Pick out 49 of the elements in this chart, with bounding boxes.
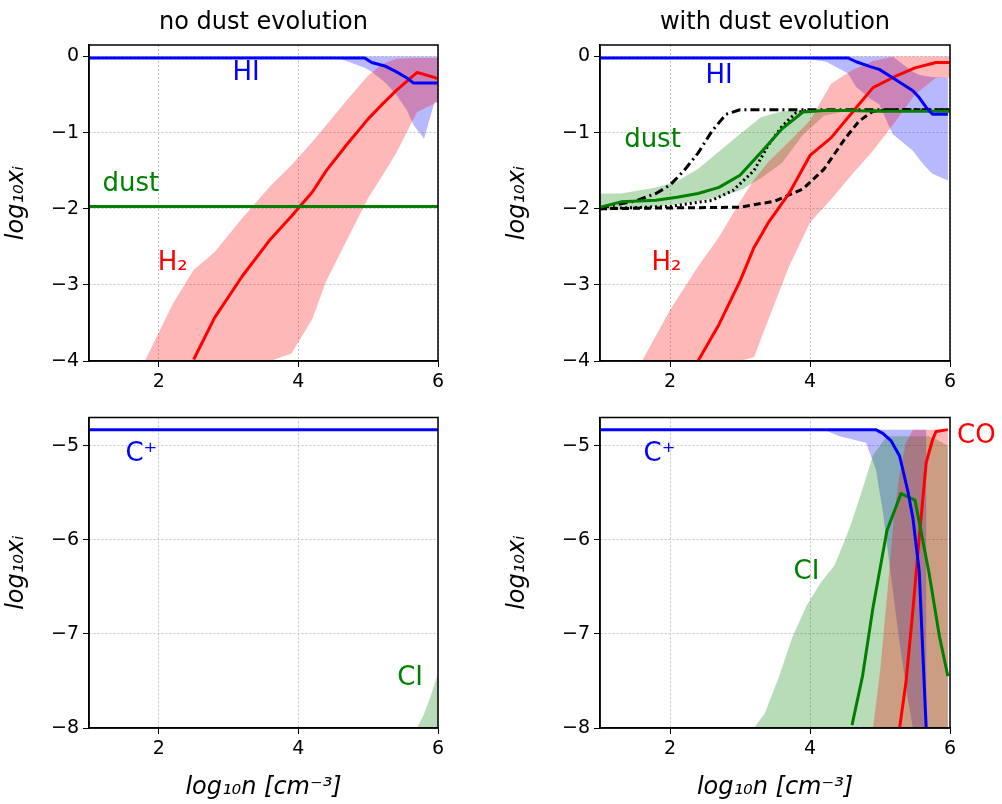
x-tick-label: 2: [663, 369, 677, 392]
x-tick-label: 4: [292, 369, 305, 392]
y-axis-title: log₁₀xᵢ: [0, 165, 29, 241]
series-label: C⁺: [125, 437, 158, 468]
text: CI: [793, 555, 820, 586]
y-tick-label: −8: [561, 714, 590, 737]
x-tick-label: 2: [663, 736, 677, 759]
y-axis-title: log₁₀xᵢ: [0, 535, 29, 610]
x-tick-label: 2: [152, 369, 165, 392]
y-tick-label: −7: [561, 620, 590, 643]
x-tick-label: 6: [431, 369, 445, 392]
legend-label: CI: [397, 661, 423, 692]
y-tick-label: −1: [50, 119, 79, 142]
text: H₂: [651, 245, 682, 276]
y-tick-label: −4: [561, 347, 590, 370]
x-axis-title: log₁₀n [cm⁻³]: [185, 771, 342, 800]
y-tick-label: −6: [50, 526, 79, 549]
y-tick-label: −2: [50, 195, 79, 218]
series-label: HI: [705, 59, 733, 90]
y-tick-label: −3: [50, 271, 79, 294]
series-label: CO: [957, 418, 996, 449]
series-label: H₂: [157, 245, 188, 276]
y-tick-label: −2: [561, 195, 590, 218]
x-tick-label: 6: [943, 736, 957, 759]
chart-title: no dust evolution: [158, 7, 369, 36]
x-tick-label: 6: [431, 736, 445, 759]
y-tick-label: −1: [561, 119, 590, 142]
y-tick-label: −7: [50, 620, 79, 643]
x-tick-label: 6: [943, 369, 957, 392]
y-axis-title: log₁₀xᵢ: [501, 535, 530, 610]
y-tick-label: −3: [561, 271, 590, 294]
series-label: dust: [102, 166, 160, 197]
series-label: HI: [232, 56, 260, 87]
y-tick-label: −5: [561, 432, 590, 455]
x-axis-title: log₁₀n [cm⁻³]: [696, 771, 854, 800]
y-tick-label: −8: [50, 714, 79, 737]
y-tick-label: 0: [577, 43, 590, 66]
y-tick-label: 0: [66, 43, 79, 66]
x-tick-label: 2: [152, 736, 165, 759]
y-tick-label: −5: [50, 432, 79, 455]
y-tick-label: −4: [50, 347, 79, 370]
y-axis-title: log₁₀xᵢ: [501, 165, 530, 241]
x-tick-label: 4: [803, 736, 817, 759]
x-tick-label: 4: [292, 736, 305, 759]
chart-title: with dust evolution: [659, 7, 891, 36]
x-tick-label: 4: [803, 369, 817, 392]
series-label: dust: [624, 122, 681, 153]
series-label: C⁺: [643, 437, 676, 468]
y-tick-label: −6: [561, 526, 590, 549]
